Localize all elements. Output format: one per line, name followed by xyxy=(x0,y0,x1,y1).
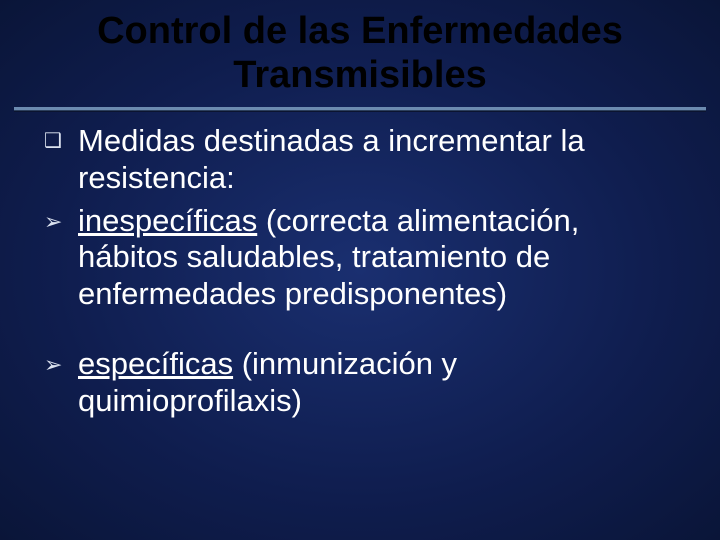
arrow-bullet-icon: ➢ xyxy=(44,203,78,313)
bullet-item: ❑ Medidas destinadas a incrementar la re… xyxy=(44,123,686,196)
underlined-term: específicas xyxy=(78,346,233,381)
underlined-term: inespecíficas xyxy=(78,203,257,238)
text-segment: Medidas destinadas a incrementar la resi… xyxy=(78,123,585,195)
bullet-text: específicas (inmunización y quimioprofil… xyxy=(78,346,686,419)
spacer xyxy=(44,318,686,346)
bullet-text: Medidas destinadas a incrementar la resi… xyxy=(78,123,686,196)
bullet-marker: ❑ xyxy=(44,123,62,159)
bullet-item: ➢ específicas (inmunización y quimioprof… xyxy=(44,346,686,419)
arrow-bullet-icon: ➢ xyxy=(44,346,78,419)
slide: Control de las Enfermedades Transmisible… xyxy=(0,0,720,540)
bullet-marker: ➢ xyxy=(44,346,62,384)
slide-title: Control de las Enfermedades Transmisible… xyxy=(0,0,720,101)
bullet-marker: ➢ xyxy=(44,203,62,241)
bullet-text: inespecíficas (correcta alimentación, há… xyxy=(78,203,686,313)
bullet-item: ➢ inespecíficas (correcta alimentación, … xyxy=(44,203,686,313)
slide-body: ❑ Medidas destinadas a incrementar la re… xyxy=(0,111,720,419)
square-bullet-icon: ❑ xyxy=(44,123,78,196)
